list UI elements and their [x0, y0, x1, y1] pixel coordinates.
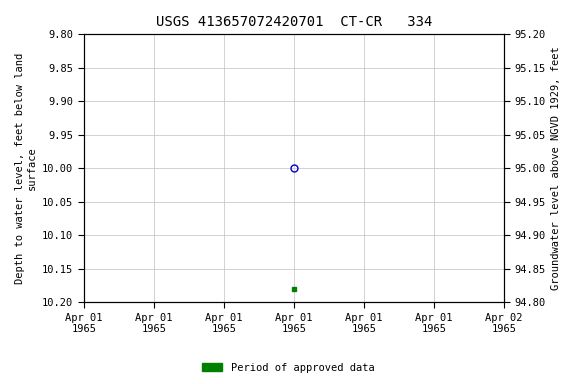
Y-axis label: Depth to water level, feet below land
surface: Depth to water level, feet below land su… [15, 53, 37, 284]
Legend: Period of approved data: Period of approved data [198, 359, 378, 377]
Y-axis label: Groundwater level above NGVD 1929, feet: Groundwater level above NGVD 1929, feet [551, 46, 561, 290]
Title: USGS 413657072420701  CT-CR   334: USGS 413657072420701 CT-CR 334 [156, 15, 432, 29]
